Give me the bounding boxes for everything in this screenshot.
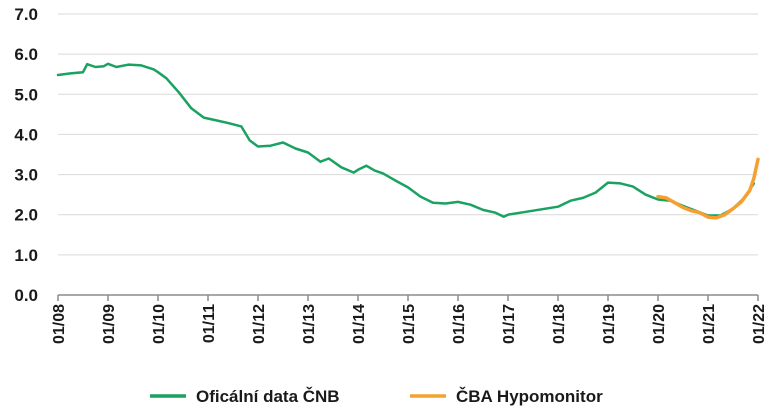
- legend-label-1: Oficální data ČNB: [196, 387, 340, 406]
- y-tick-label: 2.0: [14, 206, 38, 225]
- y-tick-label: 6.0: [14, 45, 38, 64]
- series-line-1: [56, 62, 756, 218]
- y-tick-label: 5.0: [14, 85, 38, 104]
- y-tick-label: 0.0: [14, 286, 38, 305]
- x-tick-label: 01/19: [601, 304, 618, 344]
- x-tick-label: 01/11: [201, 304, 218, 343]
- x-tick-label: 01/21: [701, 304, 718, 344]
- x-tick-label: 01/22: [751, 304, 768, 344]
- x-tick-label: 01/15: [401, 304, 418, 344]
- legend-label-2: ČBA Hypomonitor: [456, 387, 603, 406]
- x-tick-label: 01/14: [351, 304, 368, 344]
- x-tick-label: 01/08: [51, 304, 68, 344]
- x-tick-label: 01/09: [101, 304, 118, 344]
- gridlines: [58, 13, 758, 256]
- x-tick-label: 01/17: [501, 304, 518, 344]
- y-tick-label: 1.0: [14, 246, 38, 265]
- y-tick-label: 3.0: [14, 166, 38, 185]
- y-tick-label: 7.0: [14, 5, 38, 24]
- series-lines: [56, 62, 760, 220]
- x-tick-label: 01/10: [151, 304, 168, 344]
- x-tick-label: 01/13: [301, 304, 318, 344]
- legend: Oficální data ČNB ČBA Hypomonitor: [150, 387, 603, 406]
- x-tick-label: 01/16: [451, 304, 468, 344]
- x-tick-label: 01/18: [551, 304, 568, 344]
- x-tick-label: 01/20: [651, 304, 668, 344]
- x-tick-label: 01/12: [251, 304, 268, 344]
- x-axis-ticks: 01/08 01/09 01/10 01/11 01/12 01/13 01/14 01/15…: [51, 295, 768, 344]
- y-axis-ticks: 0.0 1.0 2.0 3.0 4.0 5.0 6.0 7.0: [14, 5, 38, 305]
- y-tick-label: 4.0: [14, 125, 38, 144]
- series-line-2: [656, 157, 760, 220]
